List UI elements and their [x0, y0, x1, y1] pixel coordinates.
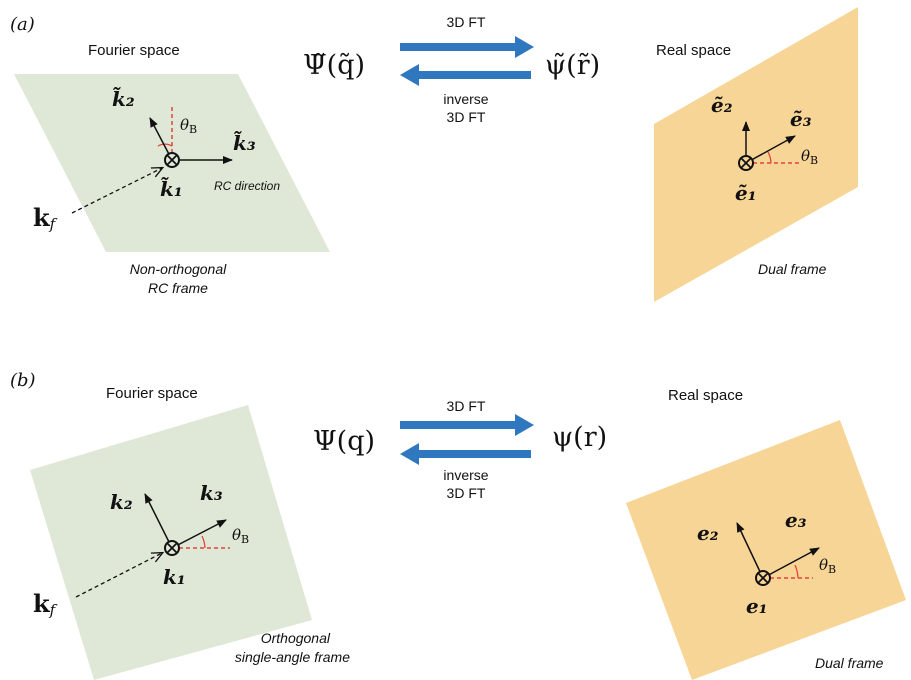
e2-label-b: e₂	[697, 521, 719, 545]
real-space-title-b: Real space	[668, 387, 743, 404]
inverse-ft-label-line1-b: inverse	[443, 467, 488, 483]
e3-label-a: ẽ₃	[790, 107, 812, 131]
frame-caption-line1-a: Non-orthogonal	[130, 261, 227, 277]
theta-label-real-a: θB	[801, 147, 818, 167]
fourier-function-a: Ψ̃(q̃)	[303, 50, 365, 81]
fourier-space-title-a: Fourier space	[88, 42, 180, 59]
e1-label-b: e₁	[746, 594, 767, 618]
forward-ft-label-a: 3D FT	[447, 14, 486, 30]
frame-caption-line2-b: single-angle frame	[235, 649, 350, 665]
frame-caption-line2-a: RC frame	[148, 280, 208, 296]
theta-label-a: θB	[180, 116, 197, 136]
panel-a-label: (a)	[10, 14, 35, 35]
k3-label-a: k̃₃	[233, 130, 256, 155]
angle-arc-real-a	[767, 151, 772, 164]
inverse-ft-arrow-a	[400, 64, 531, 86]
real-space-title-a: Real space	[656, 42, 731, 59]
theta-label-real-b: θB	[819, 556, 836, 576]
real-space-plane-b	[626, 420, 906, 680]
fourier-function-b: Ψ(q)	[313, 426, 375, 457]
origin-into-page-icon-real-a	[738, 155, 754, 171]
kf-vector-b	[75, 553, 162, 598]
e3-vector-b	[762, 547, 820, 579]
origin-into-page-icon-b	[164, 540, 180, 556]
real-function-a: ψ̃(r̃)	[545, 50, 600, 81]
fourier-space-title-b: Fourier space	[106, 385, 198, 402]
k3-label-b: k₃	[200, 481, 223, 505]
real-space-plane-a	[654, 7, 858, 302]
forward-ft-label-b: 3D FT	[447, 398, 486, 414]
theta-label-b: θB	[232, 526, 249, 546]
kf-vector-a	[71, 168, 162, 214]
rc-direction-label: RC direction	[214, 179, 280, 193]
angle-arc-a	[157, 143, 173, 147]
panel-a: (a) Fourier space k̃₂ k̃₃ k̃₁ θB RC dire…	[10, 7, 858, 302]
k3-vector-b	[171, 519, 227, 549]
forward-ft-arrow-a	[400, 36, 534, 58]
angle-arc-real-b	[794, 564, 799, 579]
angle-arc-b	[201, 535, 206, 549]
k2-vector-b	[144, 493, 173, 549]
frame-caption-line1-b: Orthogonal	[261, 630, 331, 646]
panel-b-label: (b)	[10, 370, 36, 391]
dual-frame-label-a: Dual frame	[758, 261, 827, 277]
e3-label-b: e₃	[785, 508, 807, 532]
inverse-ft-arrow-b	[400, 443, 531, 465]
kf-label-b: kf	[33, 589, 58, 619]
panel-b: (b) Fourier space k₂ k₃ k₁ θB kf Orthogo…	[10, 370, 906, 680]
k2-label-b: k₂	[110, 490, 133, 514]
k2-label-a: k̃₂	[112, 86, 135, 111]
origin-into-page-icon-real-b	[755, 570, 771, 586]
e2-label-a: ẽ₂	[711, 93, 733, 117]
forward-ft-arrow-b	[400, 414, 534, 436]
k1-label-b: k₁	[163, 565, 186, 589]
kf-label-a: kf	[33, 203, 58, 233]
e2-vector-b	[736, 522, 764, 579]
inverse-ft-label-line2-a: 3D FT	[447, 109, 486, 125]
origin-into-page-icon-a	[164, 152, 180, 168]
inverse-ft-label-line2-b: 3D FT	[447, 485, 486, 501]
real-function-b: ψ(r)	[552, 422, 607, 453]
k1-label-a: k̃₁	[160, 176, 183, 201]
inverse-ft-label-line1-a: inverse	[443, 91, 488, 107]
dual-frame-label-b: Dual frame	[815, 655, 884, 671]
e1-label-a: ẽ₁	[735, 181, 756, 205]
e3-vector-a	[745, 135, 796, 164]
